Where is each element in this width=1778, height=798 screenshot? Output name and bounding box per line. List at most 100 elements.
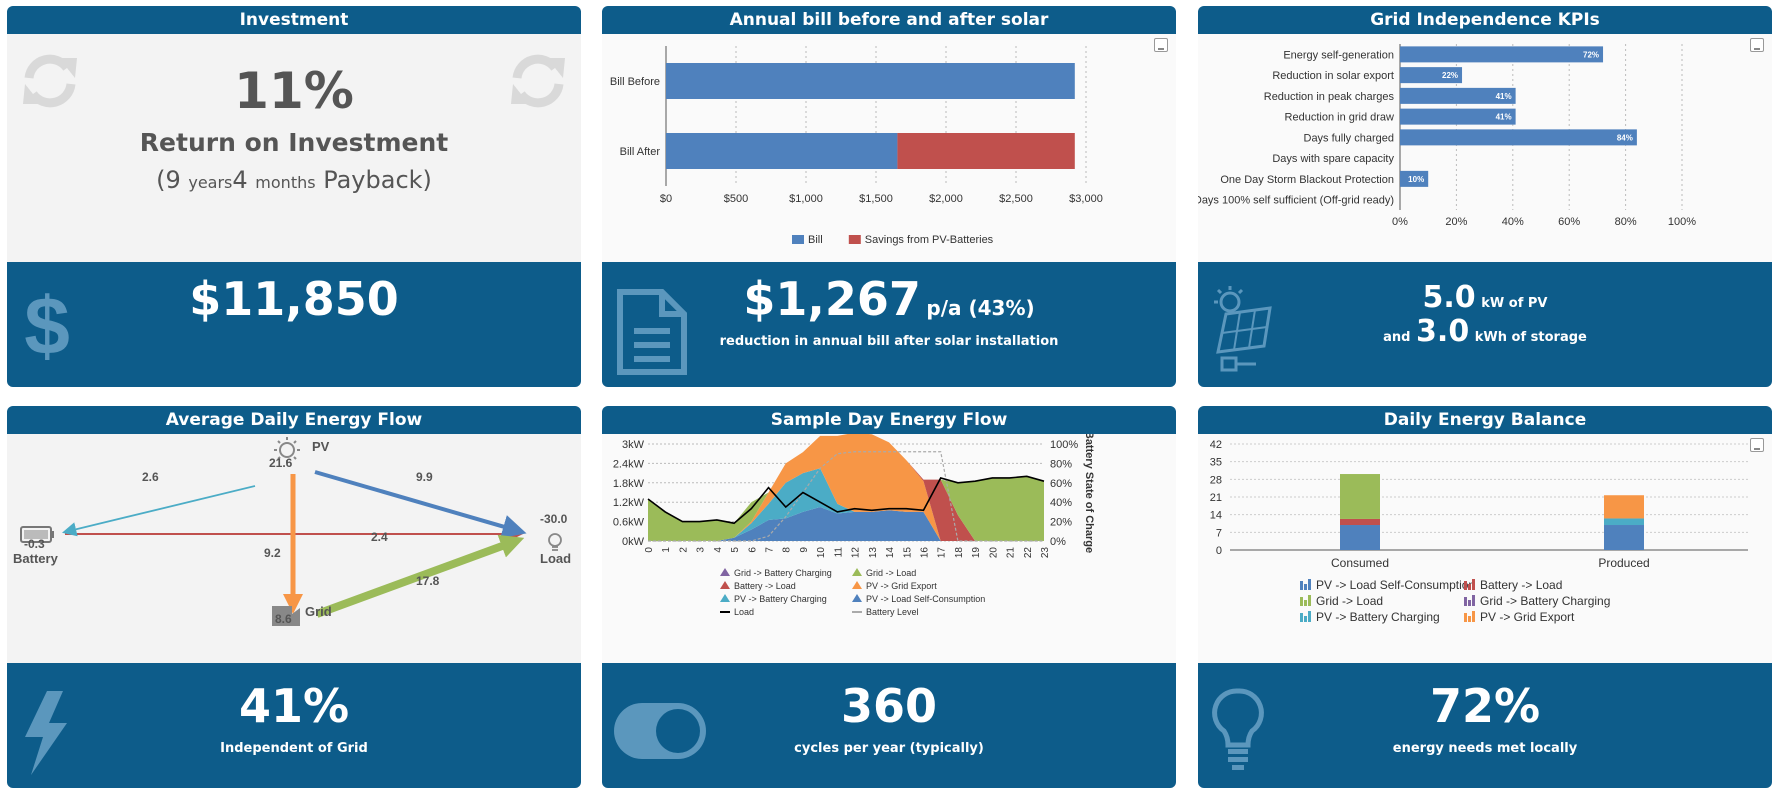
x-tick-label: 7 — [765, 547, 776, 553]
legend-label: Battery -> Load — [734, 581, 796, 591]
bar-segment — [1340, 525, 1380, 550]
dollar-icon: $ — [24, 284, 70, 364]
x-tick-label: 14 — [885, 547, 896, 559]
sun-icon — [274, 437, 300, 463]
y-category-label: Reduction in solar export — [1272, 70, 1394, 82]
kpi-chart-area: 0% 20% 40% 60% 80% 100% Energy self-generation… — [1198, 34, 1772, 262]
data-label: 72% — [1583, 50, 1599, 59]
legend-label: Bill — [808, 234, 823, 246]
y-tick-label: 0.6kW — [613, 517, 645, 529]
battery-value: -0.3 — [24, 537, 45, 551]
legend-label: PV -> Grid Export — [1480, 610, 1575, 624]
x-tick-label: 80% — [1615, 216, 1637, 228]
legend-swatch — [852, 594, 862, 602]
download-icon[interactable] — [1154, 38, 1168, 52]
x-tick-label: $500 — [724, 193, 748, 205]
y2-tick-label: 40% — [1050, 497, 1072, 509]
bar-segment — [1340, 518, 1380, 526]
x-tick-label: 1 — [661, 547, 672, 553]
x-tick-label: 23 — [1040, 547, 1051, 559]
local-percent: 72% — [1429, 679, 1541, 733]
bill-per-annum: p/a (43%) — [926, 296, 1035, 320]
data-label: 10% — [1408, 175, 1424, 184]
x-tick-label: 13 — [868, 547, 879, 559]
download-icon[interactable] — [1750, 438, 1764, 452]
x-category-label: Consumed — [1331, 556, 1389, 570]
investment-panel: Investment 11% Return on Investment (9 y… — [7, 6, 581, 387]
y-category-label: Reduction in grid draw — [1285, 112, 1395, 124]
x-tick-label: $3,000 — [1069, 193, 1103, 205]
y-category-label: Days fully charged — [1304, 132, 1395, 144]
legend-swatch — [1300, 581, 1303, 590]
y-tick-label: 7 — [1216, 527, 1222, 539]
pv-unit: kW of PV — [1481, 296, 1548, 311]
x-tick-label: 20 — [988, 547, 999, 559]
download-icon[interactable] — [1750, 38, 1764, 52]
bill-amount: $1,267 — [743, 272, 921, 326]
sample-chart-area: 0kW 0% 0.6kW 20% 1.2kW 40% 1.8kW 60% 2.4kW 80% 3kW… — [602, 434, 1176, 663]
payback-text: (9 years4 months Payback) — [7, 166, 581, 194]
x-tick-label: 11 — [833, 547, 844, 558]
kpi-panel: Grid Independence KPIs 0% 20% 40% 60% 80% 100… — [1198, 6, 1772, 387]
pv-value: 5.0 — [1422, 280, 1476, 315]
lightning-icon — [25, 691, 67, 775]
refresh-icon — [23, 54, 77, 108]
y2-tick-label: 80% — [1050, 458, 1072, 470]
months-word: months — [255, 173, 316, 192]
kpi-chart: 0% 20% 40% 60% 80% 100% Energy self-generation… — [1198, 44, 1696, 228]
kpi-stat: 5.0 kW of PV and 3.0 kWh of storage — [1198, 262, 1772, 387]
flow-diagram: PV 21.6 2.6 9.9 -0.3 Battery -30.0 Load … — [7, 434, 581, 663]
pv-battery-value: 2.6 — [142, 470, 159, 484]
investment-amount: $11,850 — [189, 272, 399, 326]
x-tick-label: 40% — [1502, 216, 1524, 228]
and-word: and — [1383, 330, 1411, 345]
panel-title: Sample Day Energy Flow — [602, 406, 1176, 434]
flow-stat: 41% Independent of Grid — [7, 663, 581, 788]
battery-load-value: 2.4 — [371, 530, 388, 544]
y-category-label: Energy self-generation — [1283, 49, 1394, 61]
bill-chart: $0 $500 $1,000 $1,500 $2,000 $2,500 $3,000 Bill… — [610, 46, 1103, 246]
bar — [1400, 170, 1429, 187]
bar-segment — [1604, 525, 1644, 550]
y2-tick-label: 60% — [1050, 478, 1072, 490]
area-series — [648, 434, 1044, 541]
load-value: -30.0 — [540, 512, 568, 526]
roi-value: 11% — [234, 62, 354, 120]
legend-swatch — [1468, 584, 1471, 590]
legend-label: PV -> Grid Export — [866, 581, 937, 591]
independent-percent: 41% — [238, 679, 350, 733]
sample-stat: 360 cycles per year (typically) — [602, 663, 1176, 788]
legend-label: Grid -> Load — [866, 568, 916, 578]
y-tick-label: 0kW — [622, 536, 645, 548]
legend-swatch — [792, 235, 804, 244]
panel-title: Annual bill before and after solar — [602, 6, 1176, 34]
y-tick-label: 2.4kW — [613, 458, 645, 470]
x-tick-label: $0 — [660, 193, 672, 205]
storage-unit: kWh of storage — [1474, 330, 1587, 345]
investment-body: 11% Return on Investment (9 years4 month… — [7, 34, 581, 262]
balance-chart-area: 0 7 14 21 28 35 42 Consumed Produced PV -> Load S… — [1198, 434, 1772, 663]
legend-swatch — [852, 568, 862, 576]
x-tick-label: $1,000 — [789, 193, 823, 205]
y-tick-label: 1.8kW — [613, 478, 645, 490]
bulb-icon — [548, 533, 562, 551]
payback-word: Payback) — [323, 166, 432, 194]
flow-panel: Average Daily Energy Flow — [7, 406, 581, 788]
legend-swatch — [1308, 595, 1311, 606]
x-tick-label: 4 — [713, 547, 724, 553]
x-tick-label: 8 — [782, 547, 793, 553]
y-category-label: Bill After — [620, 146, 661, 158]
y2-axis-label: Battery State of Charge — [1083, 434, 1095, 553]
x-tick-label: 100% — [1668, 216, 1696, 228]
legend-swatch — [1304, 584, 1307, 590]
x-tick-label: 18 — [954, 547, 965, 559]
legend-swatch — [848, 235, 861, 244]
x-tick-label: 16 — [919, 547, 930, 559]
cycles-caption: cycles per year (typically) — [794, 741, 984, 756]
bill-chart-area: $0 $500 $1,000 $1,500 $2,000 $2,500 $3,000 Bill… — [602, 34, 1176, 262]
x-tick-label: 5 — [730, 547, 741, 553]
legend-swatch — [1308, 611, 1311, 622]
investment-stat: $ $11,850 — [7, 262, 581, 387]
y-tick-label: 0 — [1216, 545, 1222, 557]
payback-years: (9 — [156, 166, 189, 194]
